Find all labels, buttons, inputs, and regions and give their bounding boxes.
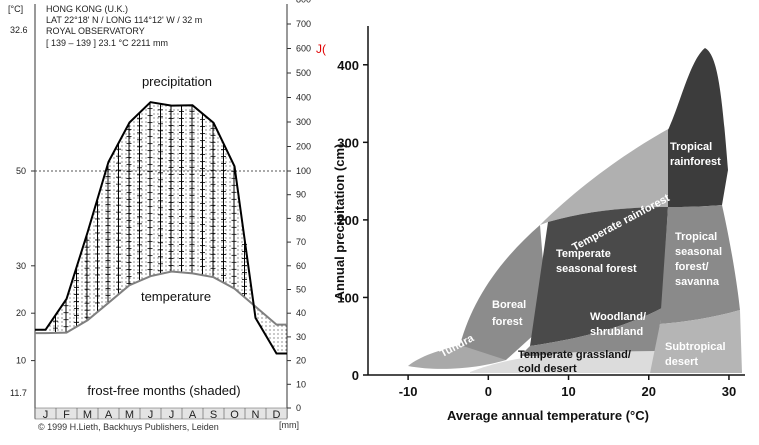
- right-tick-label: 700: [296, 19, 311, 29]
- copyright-text: © 1999 H.Lieth, Backhuys Publishers, Lei…: [38, 422, 219, 432]
- right-tick-label: 50: [296, 285, 306, 295]
- month-label: F: [63, 409, 70, 421]
- biome-y-tick-label: 0: [352, 368, 359, 383]
- frost-annotation: frost-free months (shaded): [87, 383, 240, 398]
- right-tick-label: 10: [296, 379, 306, 389]
- right-tick-label: 30: [296, 332, 306, 342]
- month-label: S: [210, 409, 217, 421]
- right-tick-label: 400: [296, 93, 311, 103]
- biome-label-tropical-seasonal-2: seasonal: [675, 246, 722, 258]
- month-label: D: [273, 409, 281, 421]
- left-tick-label: 30: [16, 261, 26, 271]
- left-tick-label: 20: [16, 308, 26, 318]
- right-axis-unit: [mm]: [279, 420, 299, 430]
- station-coords: LAT 22°18' N / LONG 114°12' W / 32 m: [46, 15, 202, 25]
- right-tick-label: 40: [296, 308, 306, 318]
- biome-x-axis-title: Average annual temperature (°C): [447, 408, 649, 423]
- month-label: M: [125, 409, 134, 421]
- precipitation-line: [35, 101, 287, 355]
- biome-x-tick-label: 0: [485, 384, 492, 399]
- left-axis-ticks: 10 20 30 50: [16, 166, 35, 366]
- right-tick-label: 100: [296, 166, 311, 176]
- humid-hatching: [53, 102, 247, 333]
- month-label: A: [105, 409, 113, 421]
- biome-label-tropical-rainforest-2: rainforest: [670, 156, 721, 168]
- biome-region-boreal-forest: [460, 225, 548, 360]
- station-period: [ 139 – 139 ] 23.1 °C 2211 mm: [46, 38, 168, 48]
- right-tick-label: 90: [296, 190, 306, 200]
- month-label: O: [230, 409, 239, 421]
- biome-y-tick-label: 400: [337, 58, 359, 73]
- biome-label-tropical-seasonal-3: forest/: [675, 261, 709, 273]
- right-tick-label: 800: [296, 0, 311, 5]
- biome-x-ticks: -10 0 10 20 30: [399, 375, 736, 399]
- right-tick-label: 70: [296, 237, 306, 247]
- month-label: J: [169, 409, 175, 421]
- biome-label-boreal-1: Boreal: [492, 299, 526, 311]
- right-tick-label: 20: [296, 356, 306, 366]
- min-temp-label: 11.7: [10, 388, 27, 398]
- left-axis-unit: [°C]: [8, 4, 23, 14]
- biome-label-temperate-seasonal-1: Temperate: [556, 248, 611, 260]
- biome-region-subtropical-desert: [650, 310, 742, 373]
- right-axis-ticks: 0 10 20 30 40 50 60 70 80 90 100 200 300 400 500 600 700…: [287, 0, 311, 413]
- month-label: J: [148, 409, 154, 421]
- biome-label-grassland-2: cold desert: [518, 363, 577, 375]
- biome-region-tropical-seasonal-forest: [660, 205, 740, 324]
- biome-region-temperate-grassland: [470, 351, 656, 373]
- station-name: HONG KONG (U.K.): [46, 4, 128, 14]
- left-tick-label: 50: [16, 166, 26, 176]
- temperature-line: [35, 270, 287, 335]
- biome-x-tick-label: 30: [722, 384, 736, 399]
- biome-label-temperate-seasonal-2: seasonal forest: [556, 263, 637, 275]
- biome-y-tick-label: 200: [337, 213, 359, 228]
- month-label: M: [83, 409, 92, 421]
- biome-label-tropical-rainforest-1: Tropical: [670, 141, 712, 153]
- biome-x-tick-label: 20: [642, 384, 656, 399]
- biome-region-temperate-rainforest: [540, 128, 670, 225]
- biome-label-subtropical-desert-2: desert: [665, 356, 698, 368]
- biome-y-tick-label: 100: [337, 290, 359, 305]
- station-site: ROYAL OBSERVATORY: [46, 26, 145, 36]
- biome-label-woodland-2: shrubland: [590, 326, 643, 338]
- month-label: A: [189, 409, 197, 421]
- biome-y-axis-title: Annual precipitation (cm): [332, 144, 347, 301]
- biome-label-tropical-seasonal-1: Tropical: [675, 231, 717, 243]
- biome-label-grassland-1: Temperate grassland/: [518, 349, 631, 361]
- biome-x-tick-label: 10: [561, 384, 575, 399]
- right-tick-label: 60: [296, 261, 306, 271]
- left-tick-label: 10: [16, 356, 26, 366]
- precipitation-annotation: precipitation: [142, 74, 212, 89]
- right-tick-label: 0: [296, 403, 301, 413]
- month-label: N: [252, 409, 260, 421]
- right-tick-label: 500: [296, 68, 311, 78]
- biome-label-boreal-2: forest: [492, 316, 523, 328]
- biome-y-tick-label: 300: [337, 135, 359, 150]
- biome-y-ticks: 0 100 200 300 400: [337, 58, 368, 383]
- biome-diagram: Tundra Boreal forest Temperate rainfores…: [332, 26, 745, 423]
- right-tick-label: 300: [296, 117, 311, 127]
- biome-x-tick-label: -10: [399, 384, 418, 399]
- biome-region-temperate-seasonal-forest: [530, 207, 668, 346]
- climate-diagram: [°C] 32.6 11.7 HONG KONG (U.K.) LAT 22°1…: [8, 0, 326, 432]
- max-temp-label: 32.6: [10, 25, 28, 35]
- biome-label-woodland-1: Woodland/: [590, 311, 646, 323]
- biome-region-tropical-rainforest: [668, 48, 728, 207]
- right-tick-label: 600: [296, 44, 311, 54]
- biome-region-woodland-shrubland: [520, 308, 662, 356]
- right-tick-label: 80: [296, 213, 306, 223]
- stray-red-mark: J(: [316, 42, 326, 56]
- biome-label-tropical-seasonal-4: savanna: [675, 276, 720, 288]
- right-tick-label: 200: [296, 142, 311, 152]
- temperature-annotation: temperature: [141, 289, 211, 304]
- month-label: J: [43, 409, 49, 421]
- biome-label-subtropical-desert-1: Subtropical: [665, 341, 726, 353]
